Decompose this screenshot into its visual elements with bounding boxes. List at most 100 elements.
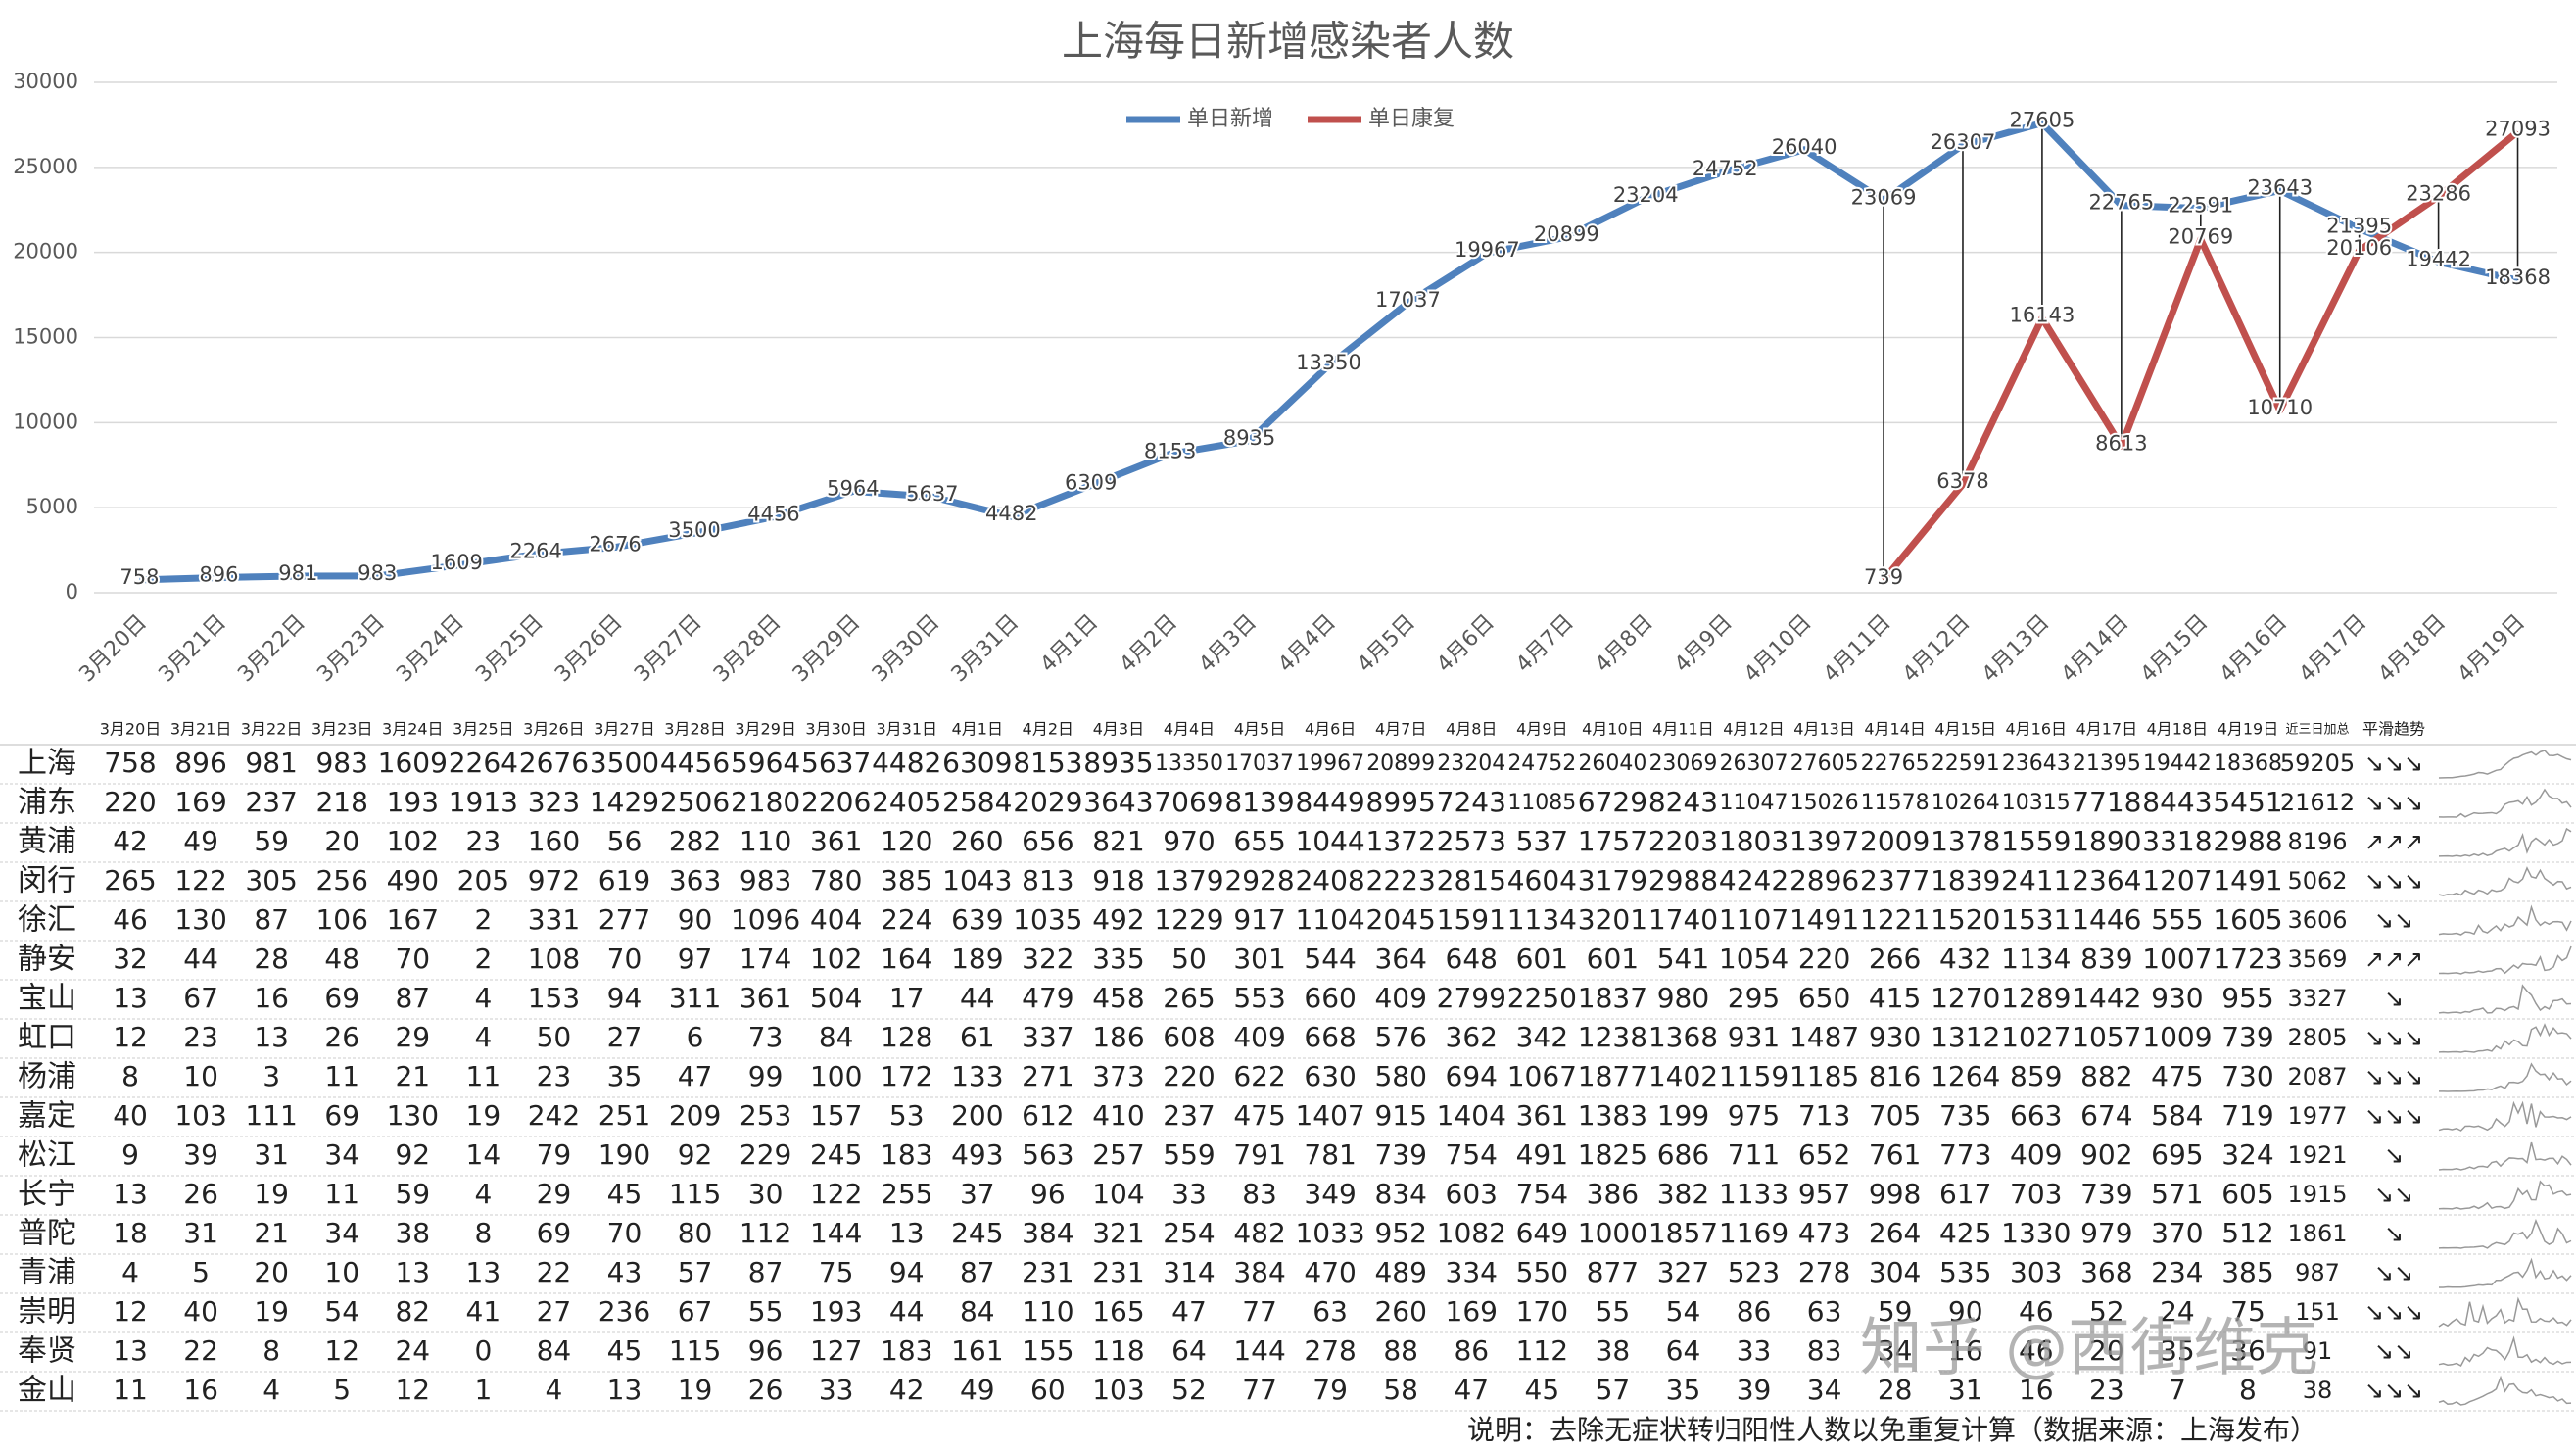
table-cell: 955	[2221, 982, 2273, 1014]
table-cell: 87	[395, 982, 430, 1014]
table-cell: 43	[607, 1256, 643, 1288]
data-label: 8935	[1223, 426, 1275, 450]
table-header: 3月26日	[523, 720, 585, 739]
table-cell: 404	[810, 903, 862, 936]
table-cell: 1368	[1648, 1021, 1718, 1053]
table-cell: 282	[669, 825, 721, 857]
table-cell: 1913	[449, 786, 518, 818]
table-cell: 265	[104, 864, 156, 896]
table-cell: 79	[537, 1138, 572, 1171]
sparkline	[2438, 945, 2572, 975]
table-cell: 38	[395, 1217, 430, 1249]
table-cell: 59	[395, 1178, 430, 1210]
table-header: 平滑趋势	[2362, 720, 2425, 739]
table-trend: ↘↘	[2374, 906, 2413, 934]
table-cell: 254	[1163, 1217, 1215, 1249]
table-cell: 373	[1092, 1060, 1144, 1092]
table-cell: 12	[324, 1334, 359, 1367]
table-cell: 242	[528, 1099, 580, 1132]
table-header: 4月4日	[1164, 720, 1215, 739]
table-cell: 19	[466, 1099, 501, 1132]
table-cell: 100	[810, 1060, 862, 1092]
data-label: 22591	[2168, 194, 2233, 218]
table-cell: 1289	[2001, 982, 2071, 1014]
table-cell: 655	[1233, 825, 1285, 857]
table-cell: 523	[1728, 1256, 1780, 1288]
table-cell: 231	[1022, 1256, 1073, 1288]
table-cell: 236	[598, 1295, 650, 1328]
table-cell: 260	[1374, 1295, 1426, 1328]
table-cell: 75	[819, 1256, 854, 1288]
table-cell: 7243	[1437, 786, 1506, 818]
table-cell: 255	[881, 1178, 932, 1210]
table-cell: 1446	[2072, 903, 2141, 936]
table-cell: 1035	[1013, 903, 1082, 936]
table-cell: 491	[1516, 1138, 1568, 1171]
table-cell: 1379	[1154, 864, 1223, 896]
table-cell: 475	[2151, 1060, 2203, 1092]
table-cell: 167	[387, 903, 439, 936]
table-cell: 475	[1233, 1099, 1285, 1132]
data-label: 896	[199, 562, 238, 586]
table-header: 4月8日	[1446, 720, 1497, 739]
table-cell: 28	[1878, 1374, 1913, 1406]
table-cell: 13	[395, 1256, 430, 1288]
table-cell: 122	[174, 864, 226, 896]
table-cell: 4482	[872, 747, 941, 779]
table-cell: 918	[1092, 864, 1144, 896]
table-cell: 409	[1233, 1021, 1285, 1053]
table-cell: 34	[324, 1217, 359, 1249]
table-cell: 11578	[1861, 791, 1930, 815]
table-sum: 5062	[2287, 867, 2347, 895]
table-cell: 56	[607, 825, 643, 857]
table-header: 4月16日	[2006, 720, 2068, 739]
data-label: 4482	[985, 502, 1037, 525]
sparkline	[2438, 1023, 2572, 1053]
table-cell: 601	[1587, 943, 1639, 975]
table-cell: 656	[1022, 825, 1073, 857]
table-cell: 271	[1022, 1060, 1073, 1092]
table-cell: 5	[192, 1256, 210, 1288]
table-cell: 382	[1657, 1178, 1709, 1210]
table-cell: 2180	[731, 786, 800, 818]
table-cell: 33	[819, 1374, 854, 1406]
table-cell: 902	[2080, 1138, 2132, 1171]
table-cell: 8449	[1295, 786, 1364, 818]
data-label: 983	[358, 561, 397, 585]
table-cell: 5637	[801, 747, 871, 779]
table-cell: 70	[395, 943, 430, 975]
table-cell: 1043	[942, 864, 1012, 896]
table-cell: 186	[1092, 1021, 1144, 1053]
table-cell: 40	[113, 1099, 148, 1132]
table-cell: 218	[315, 786, 367, 818]
data-label: 758	[119, 565, 159, 589]
table-cell: 12	[113, 1021, 148, 1053]
table-cell: 31	[1948, 1374, 1983, 1406]
table-cell: 44	[889, 1295, 925, 1328]
table-sum: 59205	[2280, 750, 2355, 777]
table-cell: 544	[1304, 943, 1356, 975]
table-cell: 96	[748, 1334, 784, 1367]
table-cell: 1857	[1648, 1217, 1718, 1249]
table-cell: 77	[1242, 1374, 1277, 1406]
chart-title: 上海每日新增感染者人数	[1062, 18, 1514, 66]
table-cell: 190	[598, 1138, 650, 1171]
row-name: 奉贤	[18, 1334, 76, 1369]
table-cell: 17	[889, 982, 925, 1014]
table-cell: 260	[951, 825, 1003, 857]
table-cell: 981	[245, 747, 297, 779]
data-label: 27605	[2010, 109, 2075, 132]
table-cell: 2799	[1437, 982, 1506, 1014]
table-cell: 8243	[1648, 786, 1718, 818]
data-label: 8613	[2095, 431, 2147, 455]
table-cell: 6	[687, 1021, 704, 1053]
table-cell: 19	[254, 1295, 289, 1328]
table-cell: 69	[537, 1217, 572, 1249]
table-cell: 2928	[1224, 864, 1294, 896]
sparkline	[2438, 1296, 2572, 1328]
table-header: 3月20日	[100, 720, 162, 739]
table-cell: 2029	[1013, 786, 1082, 818]
table-cell: 2815	[1437, 864, 1506, 896]
table-header: 3月22日	[241, 720, 303, 739]
note: 说明：去除无症状转归阳性人数以免重复计算（数据来源：上海发布）	[1467, 1414, 2317, 1446]
